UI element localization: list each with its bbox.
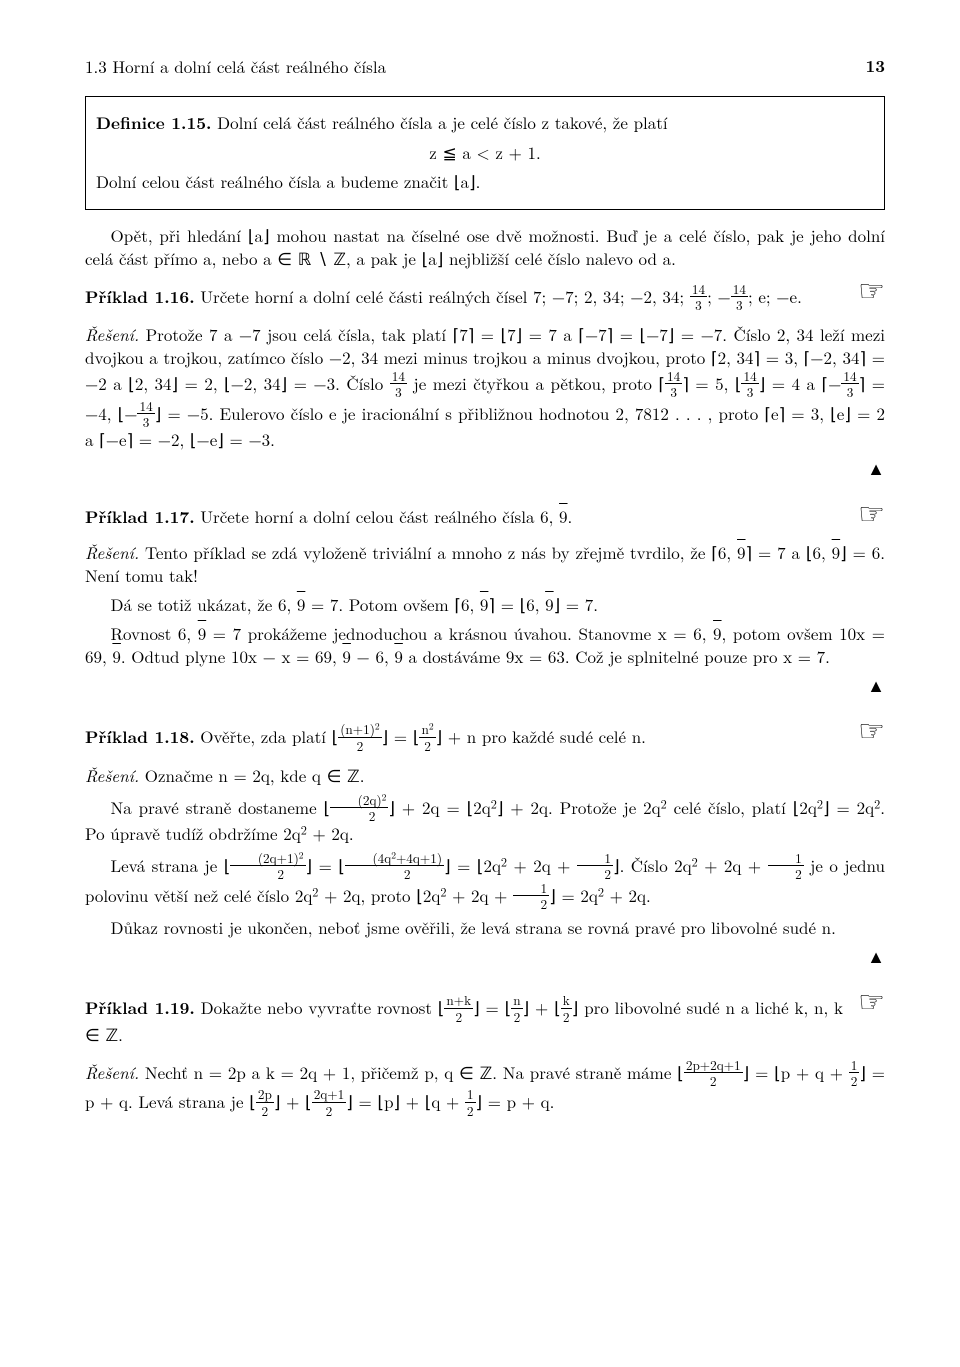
example-119-label: Příklad 1.19. — [85, 996, 195, 1020]
example-116-solution: Řešení. Protože 7 a −7 jsou celá čísla, … — [85, 323, 885, 451]
proof-end-icon: ▲ — [85, 945, 885, 969]
example-119-row: Příklad 1.19. Dokažte nebo vyvraťte rovn… — [85, 987, 885, 1051]
hand-icon: ☞ — [843, 985, 885, 1015]
example-117-statement: Příklad 1.17. Určete horní a dolní celou… — [85, 505, 843, 529]
example-118-row: Příklad 1.18. Ověřte, zda platí ⌊(n+1)22… — [85, 716, 885, 758]
paragraph-after-def: Opět, při hledání ⌊a⌋ mohou nastat na čí… — [85, 224, 885, 270]
example-119-solution: Řešení. Nechť n = 2p a k = 2q + 1, přiče… — [85, 1058, 885, 1117]
example-116-statement: Příklad 1.16. Určete horní a dolní celé … — [85, 282, 843, 312]
example-119-statement: Příklad 1.19. Dokažte nebo vyvraťte rovn… — [85, 993, 843, 1045]
example-116-label: Příklad 1.16. — [85, 285, 195, 309]
example-118-solution-4: Důkaz rovnosti je ukončen, neboť jsme ov… — [85, 916, 885, 939]
example-117-label: Příklad 1.17. — [85, 505, 195, 529]
example-118-statement: Příklad 1.18. Ověřte, zda platí ⌊(n+1)22… — [85, 722, 843, 752]
definition-text-2: Dolní celou část reálného čísla a budeme… — [96, 170, 874, 193]
hand-icon: ☞ — [843, 714, 885, 744]
hand-icon: ☞ — [843, 497, 885, 527]
example-116-row: Příklad 1.16. Určete horní a dolní celé … — [85, 276, 885, 318]
example-117-solution-1: Řešení. Tento příklad se zdá vyloženě tr… — [85, 541, 885, 587]
example-118-label: Příklad 1.18. — [85, 725, 195, 749]
section-title: 1.3 Horní a dolní celá část reálného čís… — [85, 55, 386, 78]
definition-label: Definice 1.15. — [96, 111, 211, 135]
proof-end-icon: ▲ — [85, 457, 885, 481]
solution-label: Řešení. — [85, 540, 139, 564]
definition-text: Definice 1.15. Dolní celá část reálného … — [96, 111, 874, 135]
solution-label: Řešení. — [85, 322, 139, 346]
frac-14-3: 143 — [690, 282, 707, 312]
running-head: 1.3 Horní a dolní celá část reálného čís… — [85, 55, 885, 78]
page-number: 13 — [865, 55, 885, 78]
frac-14-3: 143 — [731, 282, 748, 312]
example-118-solution-2: Na pravé straně dostaneme ⌊(2q)22⌋ + 2q … — [85, 793, 885, 845]
definition-formula: z ≦ a < z + 1. — [96, 141, 874, 164]
example-117-row: Příklad 1.17. Určete horní a dolní celou… — [85, 499, 885, 535]
example-118-solution-3: Levá strana je ⌊(2q+1)22⌋ = ⌊(4q2+4q+1)2… — [85, 851, 885, 910]
proof-end-icon: ▲ — [85, 674, 885, 698]
solution-label: Řešení. — [85, 1060, 139, 1084]
definition-box: Definice 1.15. Dolní celá část reálného … — [85, 96, 885, 210]
example-117-solution-2: Dá se totiž ukázat, že 6, 9 = 7. Potom o… — [85, 593, 885, 616]
example-118-solution-1: Řešení. Označme n = 2q, kde q ∈ ℤ. — [85, 764, 885, 787]
solution-label: Řešení. — [85, 763, 139, 787]
example-117-solution-3: Rovnost 6, 9 = 7 prokážeme jednoduchou a… — [85, 622, 885, 668]
hand-icon: ☞ — [843, 274, 885, 304]
